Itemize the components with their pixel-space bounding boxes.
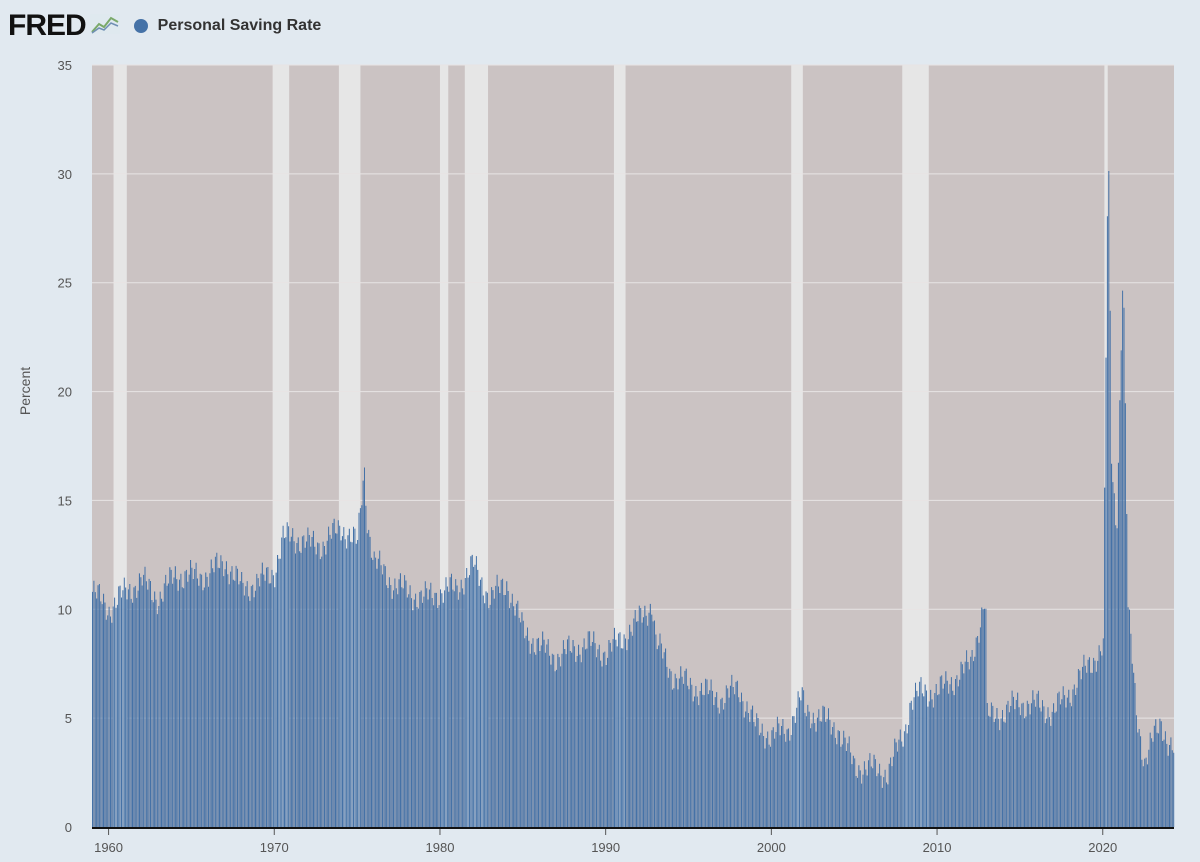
chart-legend: Personal Saving Rate — [133, 17, 322, 35]
saving-rate-bars — [92, 171, 1175, 827]
recession-band-0 — [113, 65, 127, 827]
x-tick-label-2020: 2020 — [1088, 840, 1117, 855]
x-tick-label-1980: 1980 — [426, 840, 455, 855]
recession-band-1 — [272, 65, 290, 827]
x-tick-label-2000: 2000 — [757, 840, 786, 855]
recession-band-3 — [439, 65, 449, 827]
y-axis-ticks: 0 5 10 15 20 25 30 35 — [58, 58, 72, 835]
y-tick-label-30: 30 — [58, 167, 72, 182]
y-tick-label-20: 20 — [58, 385, 72, 400]
recession-band-5 — [613, 65, 626, 827]
x-axis-ticks: 1960 1970 1980 1990 2000 2010 2020 — [94, 829, 1117, 855]
y-tick-label-10: 10 — [58, 602, 72, 617]
x-tick-label-2010: 2010 — [923, 840, 952, 855]
y-tick-label-15: 15 — [58, 493, 72, 508]
series-color-dot — [133, 19, 148, 33]
y-tick-label-35: 35 — [58, 58, 72, 73]
y-tick-label-0: 0 — [65, 820, 72, 835]
x-tick-label-1960: 1960 — [94, 840, 123, 855]
chart-header: FRED Personal Saving Rate — [8, 6, 321, 46]
series-title: Personal Saving Rate — [157, 17, 322, 34]
x-tick-label-1970: 1970 — [260, 840, 289, 855]
fred-logo[interactable]: FRED — [8, 9, 87, 42]
recession-band-6 — [791, 65, 803, 827]
fred-chart-icon — [89, 12, 120, 41]
x-tick-label-1990: 1990 — [591, 840, 620, 855]
y-tick-label-5: 5 — [65, 711, 72, 726]
y-axis-label: Percent — [17, 367, 33, 415]
y-tick-label-25: 25 — [58, 276, 72, 291]
